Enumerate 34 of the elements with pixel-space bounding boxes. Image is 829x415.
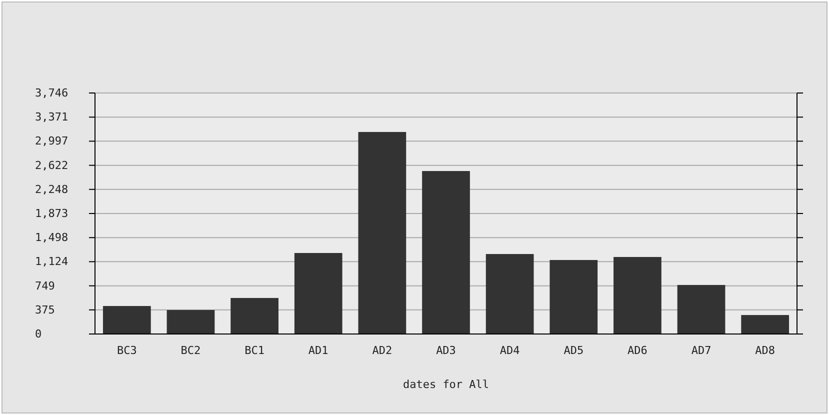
bar: [550, 260, 598, 334]
bar: [677, 284, 726, 334]
x-tick-label: BC1: [244, 344, 264, 357]
bar: [102, 306, 151, 334]
bar: [358, 132, 406, 334]
bar: [422, 171, 470, 334]
bar: [741, 315, 790, 334]
x-tick-label: BC2: [180, 344, 201, 357]
y-tick-label: 1,498: [35, 231, 68, 244]
x-axis-title: dates for All: [402, 378, 490, 391]
y-tick-label: 2,248: [35, 182, 68, 196]
y-tick-label: 2,997: [35, 134, 68, 148]
bar: [486, 254, 534, 334]
y-tick-label: 3,746: [35, 86, 68, 100]
bar: [614, 256, 662, 334]
x-tick-label: AD7: [691, 344, 712, 357]
x-tick-label: AD4: [500, 344, 520, 357]
y-tick-label: 1,873: [35, 207, 68, 220]
x-tick-label: AD5: [564, 344, 584, 357]
bar: [230, 298, 278, 334]
bar: [166, 310, 215, 334]
bar: [294, 253, 342, 334]
y-tick-label: 1,124: [35, 255, 68, 268]
x-tick-label: AD1: [308, 344, 328, 357]
x-tick-label: AD2: [372, 344, 392, 357]
y-tick-label: 0: [35, 328, 42, 341]
x-tick-label: AD8: [755, 344, 776, 357]
x-tick-label: AD3: [436, 344, 456, 357]
y-tick-label: 375: [35, 303, 55, 316]
y-tick-label: 2,622: [35, 158, 68, 172]
y-tick-label: 749: [35, 279, 55, 292]
y-tick-label: 3,371: [35, 110, 68, 124]
x-tick-label: AD6: [628, 344, 648, 357]
x-tick-label: BC3: [116, 344, 137, 357]
